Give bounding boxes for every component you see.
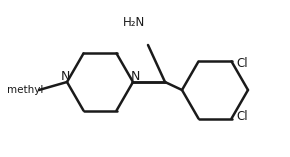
Text: Cl: Cl bbox=[237, 57, 248, 70]
Text: N: N bbox=[60, 70, 70, 84]
Text: methyl: methyl bbox=[7, 85, 43, 95]
Text: N: N bbox=[130, 70, 140, 84]
Text: Cl: Cl bbox=[237, 110, 248, 123]
Text: H₂N: H₂N bbox=[123, 16, 145, 29]
